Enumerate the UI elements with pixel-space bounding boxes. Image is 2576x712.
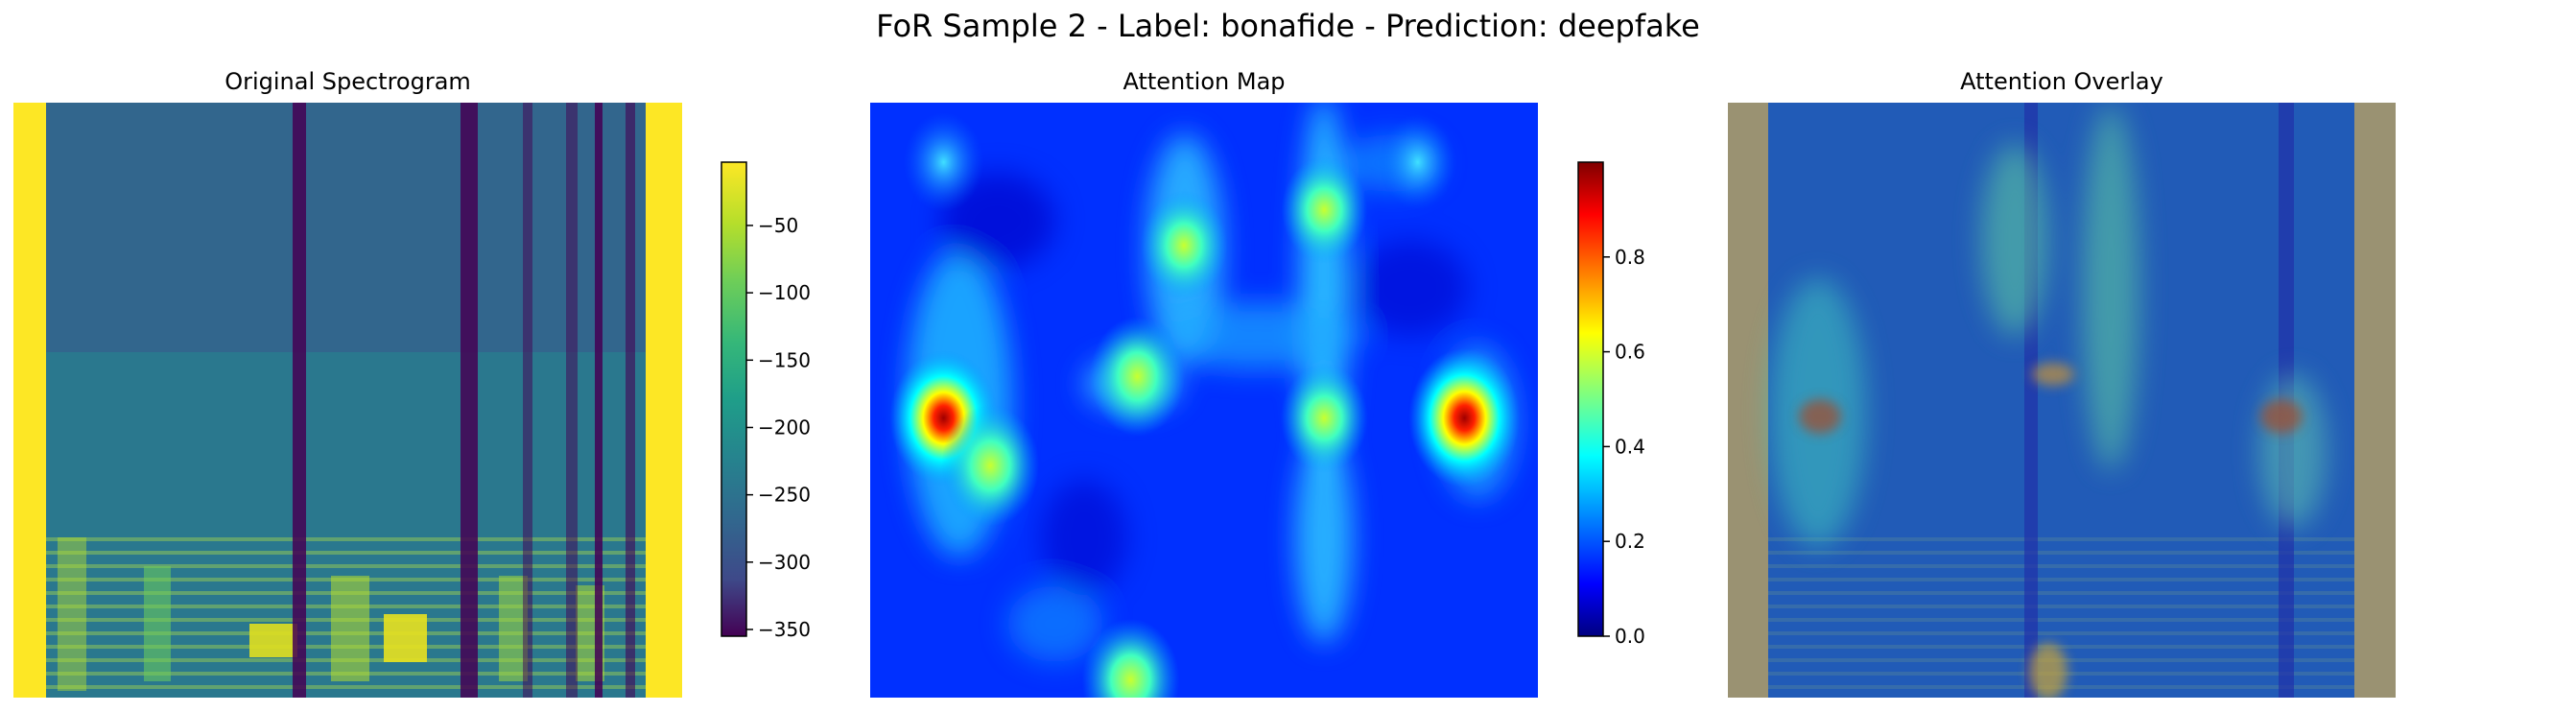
colorbar-tick-label: 0.4 xyxy=(1615,435,1645,458)
colorbar-spectrogram: −50 −100 −150 −200 −250 −300 −350 xyxy=(721,161,811,641)
colorbar-tick-label: 0.8 xyxy=(1615,246,1645,269)
attention-hotspot xyxy=(1408,347,1521,488)
colorbar-tick-label: −250 xyxy=(758,484,811,507)
panel-title-spectrogram: Original Spectrogram xyxy=(225,68,471,95)
figure-title: FoR Sample 2 - Label: bonafide - Predict… xyxy=(876,8,1700,44)
attention-hotspot xyxy=(1089,316,1186,437)
attention-hotspot xyxy=(903,111,984,213)
colorbar-tick-label: −50 xyxy=(758,214,798,237)
panel-title-attention-map: Attention Map xyxy=(1123,68,1286,95)
colorbar-tick-label: 0.0 xyxy=(1615,625,1645,648)
attention-hotspot xyxy=(1081,618,1180,698)
attention-hotspot xyxy=(1379,113,1456,211)
panel-title-attention-overlay: Attention Overlay xyxy=(1960,68,2163,95)
colorbar-tick-label: −350 xyxy=(758,618,811,641)
colorbar-tick-label: −200 xyxy=(758,415,811,439)
attention-hotspot xyxy=(1140,190,1228,300)
attention-hotspot xyxy=(1280,363,1368,473)
colorbar-tick-label: 0.2 xyxy=(1615,530,1645,553)
spectrogram-image xyxy=(13,103,682,698)
colorbar-tick-label: 0.6 xyxy=(1615,341,1645,364)
colorbar-attention: 0.0 0.2 0.4 0.6 0.8 xyxy=(1577,161,1645,648)
attention-overlay-image xyxy=(1728,103,2396,698)
colorbar-tick-label: −300 xyxy=(758,551,811,574)
attention-hotspot xyxy=(941,404,1040,527)
colorbar-tick-label: −100 xyxy=(758,281,811,304)
attention-hotspot xyxy=(1281,155,1368,264)
colorbar-tick-label: −150 xyxy=(758,348,811,371)
attention-map-image xyxy=(870,103,1538,698)
